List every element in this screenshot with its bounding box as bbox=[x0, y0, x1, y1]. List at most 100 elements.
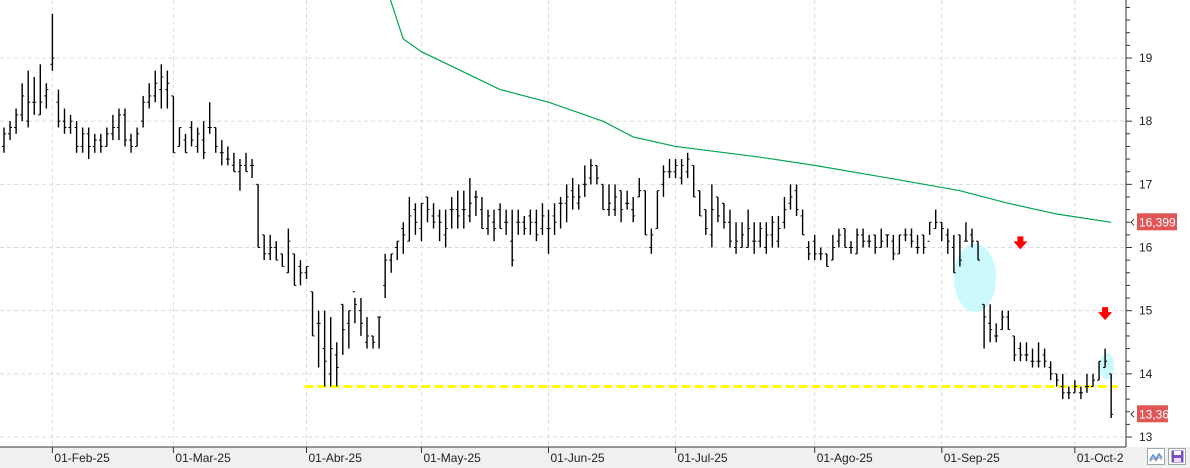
ohlc-bar bbox=[437, 209, 442, 242]
ohlc-bar bbox=[358, 298, 363, 336]
ohlc-bar bbox=[849, 241, 853, 254]
ohlc-bar bbox=[764, 222, 769, 254]
ohlc-bar bbox=[1078, 386, 1083, 400]
ohlc-bar bbox=[183, 133, 188, 154]
ohlc-bar bbox=[274, 241, 279, 261]
ohlc-bar bbox=[824, 253, 829, 267]
price-label-box bbox=[1137, 213, 1177, 231]
ohlc-bar bbox=[498, 203, 503, 230]
ohlc-bar bbox=[540, 203, 545, 235]
ohlc-bar bbox=[788, 184, 793, 210]
plot-area bbox=[0, 0, 1126, 447]
ohlc-bar bbox=[316, 310, 321, 368]
ohlc-bar bbox=[74, 121, 79, 153]
ohlc-bar bbox=[830, 234, 835, 261]
ohlc-bar bbox=[1042, 348, 1047, 368]
ohlc-bar bbox=[613, 184, 618, 216]
ohlc-bar bbox=[44, 83, 49, 109]
ohlc-bar bbox=[129, 133, 134, 153]
ohlc-bar bbox=[189, 121, 194, 147]
ohlc-bar bbox=[1084, 373, 1089, 393]
ohlc-bar bbox=[673, 159, 678, 179]
ohlc-bar bbox=[92, 133, 97, 153]
ohlc-bar bbox=[818, 247, 823, 261]
ohlc-bar bbox=[407, 196, 412, 242]
ohlc-bar bbox=[401, 222, 406, 254]
ohlc-bar bbox=[346, 310, 351, 349]
ohlc-bar bbox=[576, 184, 581, 210]
ohlc-bar bbox=[165, 70, 170, 109]
ohlc-bar bbox=[14, 108, 19, 134]
ohlc-bar bbox=[546, 209, 551, 254]
ohlc-bar bbox=[703, 209, 708, 235]
ohlc-bar bbox=[637, 178, 642, 198]
ohlc-bar bbox=[776, 215, 781, 248]
ohlc-bar bbox=[951, 234, 956, 274]
ohlc-bar bbox=[667, 159, 672, 179]
x-axis-band bbox=[0, 447, 1190, 468]
ohlc-bar bbox=[867, 234, 872, 248]
ohlc-bar bbox=[758, 222, 763, 248]
ohlc-bar bbox=[68, 114, 73, 134]
ohlc-bar bbox=[1024, 342, 1029, 362]
y-tick-label: 19 bbox=[1139, 51, 1153, 65]
ohlc-bar bbox=[244, 152, 248, 173]
ohlc-bar bbox=[945, 228, 950, 254]
price-label-box bbox=[1137, 405, 1168, 423]
ohlc-bar bbox=[679, 159, 684, 185]
ohlc-bar bbox=[62, 108, 67, 134]
ohlc-bar bbox=[177, 126, 182, 147]
ohlc-bar bbox=[1060, 373, 1065, 400]
ohlc-bar bbox=[939, 221, 944, 242]
down-arrow-icon bbox=[1098, 307, 1113, 321]
y-tick-label: 13 bbox=[1139, 430, 1153, 444]
ohlc-bar bbox=[461, 190, 466, 229]
ohlc-bar bbox=[455, 190, 460, 229]
ohlc-bar bbox=[116, 108, 121, 141]
ohlc-bar bbox=[395, 240, 400, 261]
chart-style-button[interactable] bbox=[1147, 448, 1165, 465]
x-tick-label: 01-Sep-25 bbox=[944, 451, 1000, 465]
ohlc-bar bbox=[262, 234, 267, 261]
ohlc-bar bbox=[528, 209, 533, 235]
ohlc-bar bbox=[159, 64, 164, 109]
ohlc-bar bbox=[661, 165, 666, 197]
x-tick-label: 01-Jul-25 bbox=[678, 451, 728, 465]
price-pointer-icon bbox=[1130, 410, 1135, 418]
ohlc-bar bbox=[377, 316, 382, 349]
ohlc-bar bbox=[479, 196, 484, 230]
ohlc-bar bbox=[1000, 310, 1005, 331]
highlight-ellipse bbox=[953, 243, 997, 312]
ohlc-bar bbox=[280, 253, 285, 267]
ohlc-bar bbox=[123, 108, 127, 147]
ohlc-bar bbox=[885, 234, 890, 248]
save-icon bbox=[1171, 450, 1183, 463]
ohlc-bar bbox=[486, 209, 490, 235]
ohlc-bar bbox=[625, 190, 630, 210]
ohlc-bar bbox=[268, 234, 273, 261]
x-tick-label: 01-Ago-25 bbox=[817, 451, 873, 465]
ohlc-bar bbox=[836, 228, 841, 248]
ohlc-bar bbox=[1072, 380, 1077, 394]
ohlc-bar bbox=[721, 202, 726, 229]
ohlc-bar bbox=[988, 304, 993, 343]
ohlc-bar bbox=[2, 127, 6, 153]
ohlc-bar bbox=[195, 127, 200, 153]
ohlc-bar bbox=[38, 64, 43, 116]
ohlc-bar bbox=[903, 228, 908, 242]
ohlc-bar bbox=[522, 215, 527, 235]
chart-style-icon bbox=[1149, 452, 1163, 462]
ohlc-bar bbox=[1012, 335, 1017, 362]
save-button[interactable] bbox=[1168, 448, 1186, 465]
ohlc-bar bbox=[50, 13, 55, 71]
ohlc-bar bbox=[1048, 361, 1053, 381]
price-pointer-icon bbox=[1130, 218, 1135, 226]
y-tick-label: 14 bbox=[1139, 367, 1153, 381]
ohlc-bar bbox=[897, 234, 902, 255]
ohlc-bar bbox=[207, 102, 212, 134]
x-tick-label: 01-Feb-25 bbox=[54, 451, 110, 465]
ohlc-bar bbox=[782, 196, 787, 229]
ohlc-bar bbox=[213, 126, 218, 153]
ohlc-bar bbox=[855, 228, 860, 255]
